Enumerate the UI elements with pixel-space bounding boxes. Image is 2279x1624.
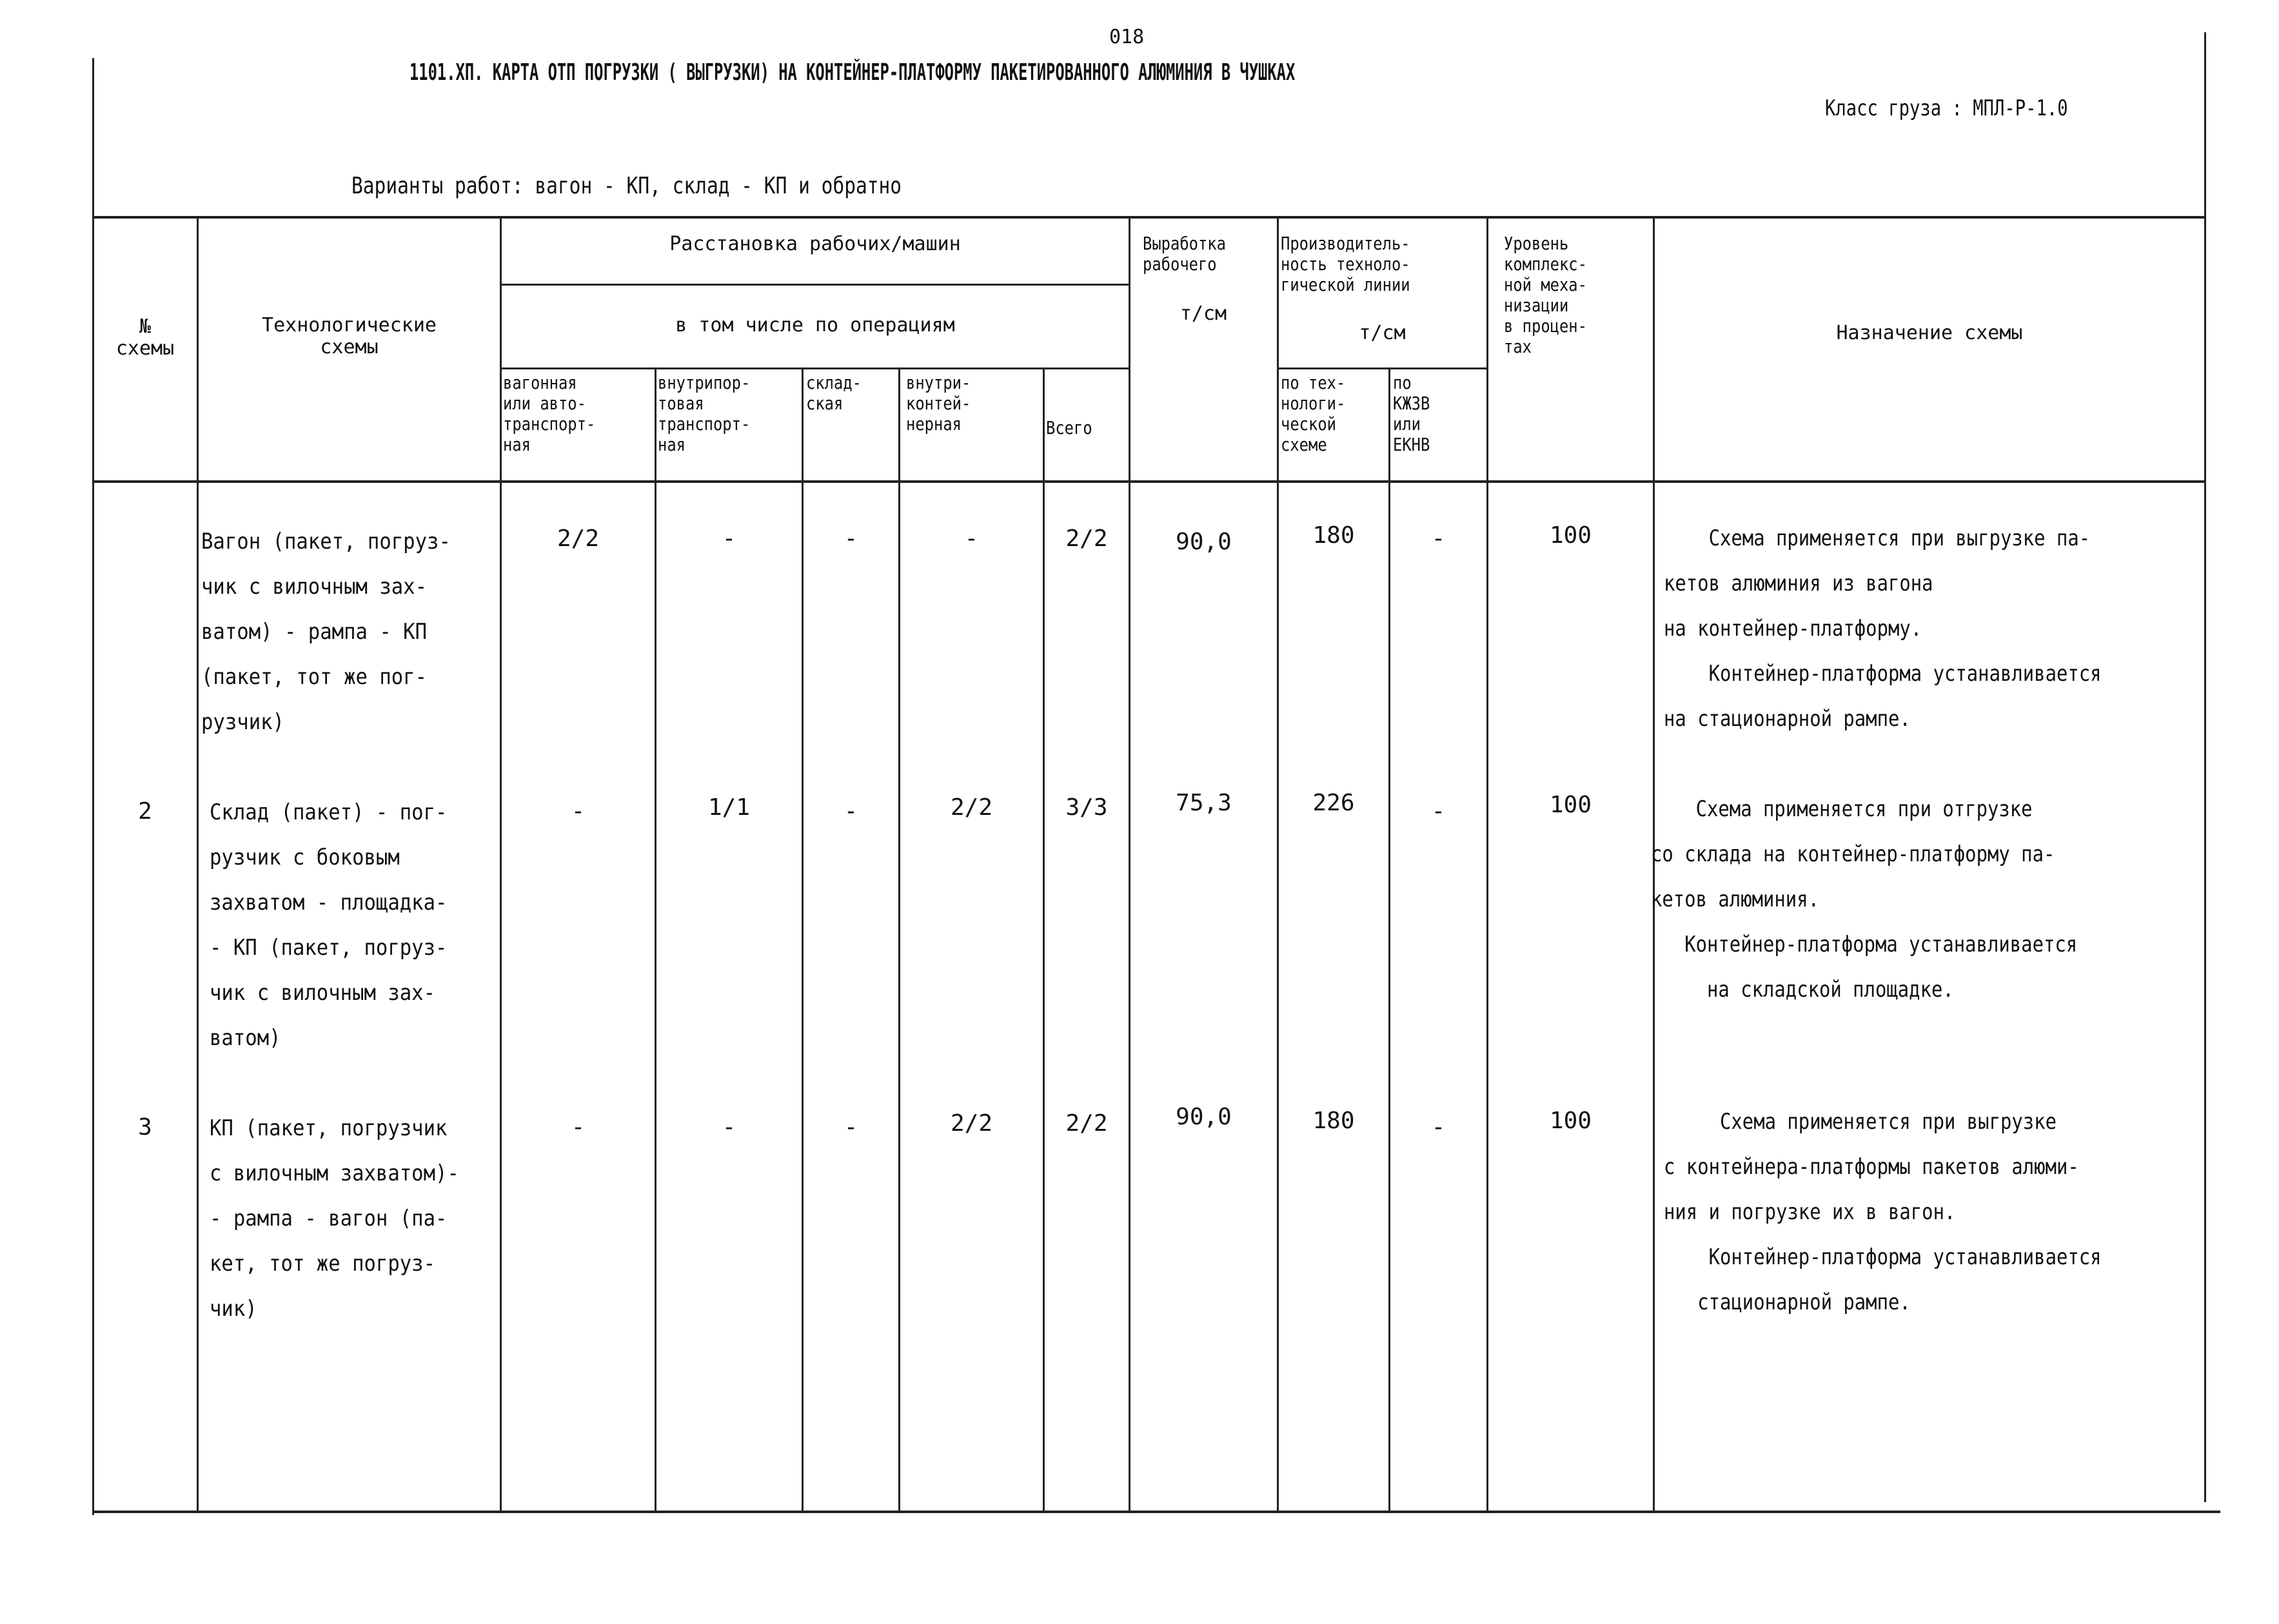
subheader-line-1 bbox=[500, 284, 1129, 286]
row-purpose: Схема применяется при отгрузке со склада… bbox=[1651, 796, 2078, 1003]
col-line bbox=[1388, 367, 1390, 1512]
page-left-border bbox=[92, 58, 94, 1515]
row-tech-scheme: Склад (пакет) - пог- рузчик с боковым за… bbox=[210, 799, 448, 1051]
header-output: Выработка рабочего bbox=[1143, 233, 1226, 275]
row-prod-kzhv: - bbox=[1431, 525, 1446, 552]
subheader-line-2 bbox=[500, 367, 1129, 369]
row-op-warehouse: - bbox=[844, 525, 858, 552]
page-title: 1101.ХП. КАРТА ОТП ПОГРУЗКИ ( ВЫГРУЗКИ) … bbox=[409, 59, 1296, 86]
row-op-intraport: - bbox=[722, 1114, 736, 1140]
row-prod-tech: 180 bbox=[1312, 522, 1355, 549]
row-prod-kzhv: - bbox=[1431, 798, 1446, 825]
header-op-intraport: внутрипор- товая транспорт- ная bbox=[658, 372, 751, 455]
header-output-unit: т/см bbox=[1179, 302, 1227, 325]
row-prod-tech: 180 bbox=[1312, 1108, 1355, 1134]
table-top-line bbox=[92, 216, 2206, 219]
header-prod-kzhv: по КЖЗВ или ЕКНВ bbox=[1393, 372, 1430, 455]
table-bottom-line bbox=[92, 1511, 2220, 1513]
col-line bbox=[898, 367, 900, 1512]
header-op-warehouse: склад- ская bbox=[806, 372, 862, 414]
header-bottom-line bbox=[92, 480, 2206, 483]
row-op-total: 3/3 bbox=[1065, 794, 1108, 821]
col-line bbox=[655, 367, 656, 1512]
row-mechanization: 100 bbox=[1549, 1108, 1592, 1134]
header-op-wagon: вагонная или авто- транспорт- ная bbox=[503, 372, 596, 455]
row-purpose: Схема применяется при выгрузке па- кетов… bbox=[1664, 525, 2102, 732]
col-line bbox=[197, 216, 199, 1512]
header-productivity: Производитель- ность техноло- гической л… bbox=[1281, 233, 1410, 295]
row-number: 2 bbox=[138, 798, 152, 825]
row-op-intraport: - bbox=[722, 525, 736, 552]
row-op-wagon: - bbox=[571, 798, 586, 825]
header-mechanization: Уровень комплекс- ной меха- низации в пр… bbox=[1504, 233, 1587, 357]
row-output: 90,0 bbox=[1176, 529, 1232, 555]
row-purpose: Схема применяется при выгрузке с контейн… bbox=[1664, 1109, 2102, 1315]
row-mechanization: 100 bbox=[1549, 792, 1592, 818]
row-output: 90,0 bbox=[1176, 1104, 1232, 1130]
col-line bbox=[500, 216, 502, 1512]
row-tech-scheme: Вагон (пакет, погруз- чик с вилочным зах… bbox=[201, 529, 451, 735]
row-number: 3 bbox=[138, 1114, 152, 1140]
col-line bbox=[1277, 216, 1279, 1512]
header-op-total: Всего bbox=[1046, 417, 1092, 438]
row-tech-scheme: КП (пакет, погрузчик с вилочным захватом… bbox=[210, 1115, 459, 1322]
row-op-wagon: - bbox=[571, 1114, 586, 1140]
header-prod-tech: по тех- нологи- ческой схеме bbox=[1281, 372, 1346, 455]
row-mechanization: 100 bbox=[1549, 522, 1592, 549]
col-line bbox=[1129, 216, 1130, 1512]
page-right-border bbox=[2204, 32, 2206, 1502]
row-op-warehouse: - bbox=[844, 1114, 858, 1140]
col-line bbox=[1486, 216, 1488, 1512]
page-number: 018 bbox=[1109, 26, 1145, 48]
header-by-operations: в том числе по операциям bbox=[675, 314, 955, 337]
row-op-total: 2/2 bbox=[1065, 1110, 1108, 1137]
row-op-total: 2/2 bbox=[1065, 525, 1108, 552]
row-op-warehouse: - bbox=[844, 798, 858, 825]
work-variants: Варианты работ: вагон - КП, склад - КП и… bbox=[351, 173, 902, 199]
row-prod-kzhv: - bbox=[1431, 1114, 1446, 1140]
col-line bbox=[802, 367, 804, 1512]
header-purpose: Назначение схемы bbox=[1836, 322, 2023, 344]
header-tech-schemes: Технологические схемы bbox=[262, 314, 437, 358]
row-op-container: 2/2 bbox=[950, 794, 993, 821]
header-productivity-unit: т/см bbox=[1359, 322, 1406, 344]
row-op-container: - bbox=[964, 525, 979, 552]
row-op-wagon: 2/2 bbox=[557, 525, 600, 552]
row-prod-tech: 226 bbox=[1312, 790, 1355, 816]
cargo-class: Класс груза : МПЛ-Р-1.0 bbox=[1825, 95, 2068, 121]
col-line bbox=[1043, 367, 1045, 1512]
row-op-intraport: 1/1 bbox=[707, 794, 751, 821]
header-scheme-number: № схемы bbox=[115, 315, 175, 360]
subheader-line-3 bbox=[1277, 367, 1486, 369]
header-op-container: внутри- контей- нерная bbox=[906, 372, 971, 435]
row-op-container: 2/2 bbox=[950, 1110, 993, 1137]
row-output: 75,3 bbox=[1176, 790, 1232, 816]
header-placement: Расстановка рабочих/машин bbox=[669, 233, 961, 255]
col-line bbox=[1653, 216, 1655, 1512]
